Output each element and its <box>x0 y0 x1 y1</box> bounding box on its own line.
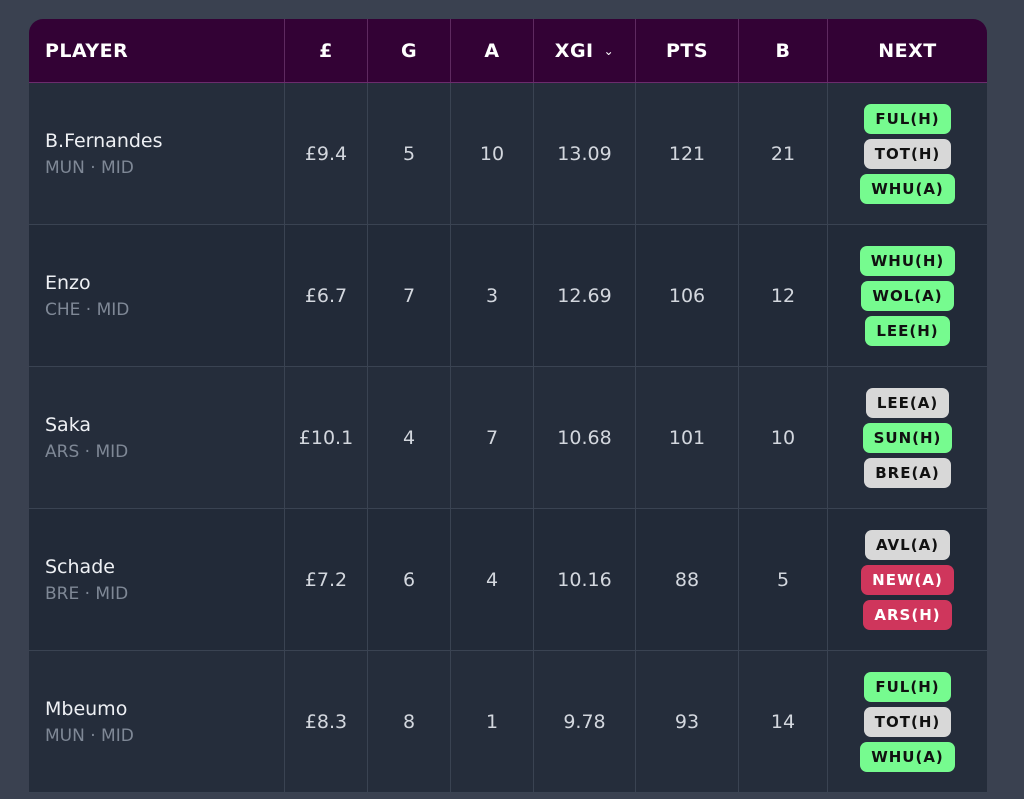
xgi-cell: 13.09 <box>533 83 635 224</box>
assists-cell: 10 <box>450 83 533 224</box>
xgi-cell: 10.68 <box>533 367 635 508</box>
table-header: PLAYER £ G A XGI ⌄ PTS B NEXT <box>29 19 987 83</box>
player-name[interactable]: Schade <box>45 555 115 578</box>
assists-cell: 1 <box>450 651 533 792</box>
player-team-position: MUN · MID <box>45 725 134 746</box>
column-header-bonus[interactable]: B <box>738 19 827 82</box>
player-team-position: ARS · MID <box>45 441 129 462</box>
player-cell: Mbeumo MUN · MID <box>29 651 284 792</box>
fixture-badge: AVL(A) <box>864 529 951 560</box>
goals-cell: 6 <box>367 509 450 650</box>
xgi-cell: 12.69 <box>533 225 635 366</box>
xgi-cell: 9.78 <box>533 651 635 792</box>
player-cell: Saka ARS · MID <box>29 367 284 508</box>
bonus-cell: 12 <box>738 225 827 366</box>
fixture-badge: ARS(H) <box>863 599 952 630</box>
next-fixtures-cell: LEE(A) SUN(H) BRE(A) <box>827 367 987 508</box>
column-header-goals[interactable]: G <box>367 19 450 82</box>
next-fixtures-cell: FUL(H) TOT(H) WHU(A) <box>827 83 987 224</box>
column-header-price[interactable]: £ <box>284 19 367 82</box>
points-cell: 88 <box>635 509 738 650</box>
assists-cell: 3 <box>450 225 533 366</box>
bonus-cell: 14 <box>738 651 827 792</box>
fixture-badge: WHU(A) <box>860 173 955 204</box>
column-label: G <box>400 39 418 62</box>
price-cell: £6.7 <box>284 225 367 366</box>
next-fixtures-cell: FUL(H) TOT(H) WHU(A) <box>827 651 987 792</box>
column-label: £ <box>319 39 333 62</box>
fixture-badge: LEE(H) <box>865 315 950 346</box>
price-cell: £7.2 <box>284 509 367 650</box>
player-cell: B.Fernandes MUN · MID <box>29 83 284 224</box>
player-name[interactable]: B.Fernandes <box>45 129 163 152</box>
fixture-badge: TOT(H) <box>863 138 952 169</box>
points-cell: 101 <box>635 367 738 508</box>
column-header-xgi[interactable]: XGI ⌄ <box>533 19 635 82</box>
table-row[interactable]: Enzo CHE · MID £6.7 7 3 12.69 106 12 WHU(H) WOL(… <box>29 225 987 367</box>
column-header-next[interactable]: NEXT <box>827 19 987 82</box>
goals-cell: 4 <box>367 367 450 508</box>
column-label: B <box>775 39 791 62</box>
points-cell: 93 <box>635 651 738 792</box>
column-header-player[interactable]: PLAYER <box>29 19 284 82</box>
player-cell: Enzo CHE · MID <box>29 225 284 366</box>
next-fixtures-cell: AVL(A) NEW(A) ARS(H) <box>827 509 987 650</box>
chevron-down-icon: ⌄ <box>603 43 615 58</box>
fixture-badge: LEE(A) <box>865 387 950 418</box>
goals-cell: 5 <box>367 83 450 224</box>
table-row[interactable]: B.Fernandes MUN · MID £9.4 5 10 13.09 121 21 FU… <box>29 83 987 225</box>
fixture-badge: FUL(H) <box>864 103 951 134</box>
assists-cell: 7 <box>450 367 533 508</box>
table-body: B.Fernandes MUN · MID £9.4 5 10 13.09 121 21 FU… <box>29 83 987 793</box>
column-label: PLAYER <box>45 39 129 62</box>
bonus-cell: 5 <box>738 509 827 650</box>
column-header-assists[interactable]: A <box>450 19 533 82</box>
column-label: XGI <box>554 39 594 62</box>
column-header-points[interactable]: PTS <box>635 19 738 82</box>
column-label: PTS <box>665 39 709 62</box>
player-name[interactable]: Enzo <box>45 271 91 294</box>
points-cell: 121 <box>635 83 738 224</box>
goals-cell: 8 <box>367 651 450 792</box>
player-team-position: MUN · MID <box>45 157 134 178</box>
bonus-cell: 10 <box>738 367 827 508</box>
fixture-badge: NEW(A) <box>861 564 954 595</box>
table-row[interactable]: Schade BRE · MID £7.2 6 4 10.16 88 5 AVL(A) NEW(… <box>29 509 987 651</box>
bonus-cell: 21 <box>738 83 827 224</box>
assists-cell: 4 <box>450 509 533 650</box>
fixture-badge: SUN(H) <box>862 422 953 453</box>
table-row[interactable]: Mbeumo MUN · MID £8.3 8 1 9.78 93 14 FUL(H) TOT(… <box>29 651 987 793</box>
column-label: A <box>484 39 500 62</box>
player-cell: Schade BRE · MID <box>29 509 284 650</box>
fixture-badge: WOL(A) <box>861 280 954 311</box>
fixture-badge: FUL(H) <box>864 671 951 702</box>
player-team-position: CHE · MID <box>45 299 130 320</box>
price-cell: £9.4 <box>284 83 367 224</box>
column-label: NEXT <box>878 39 937 62</box>
fixture-badge: WHU(A) <box>860 741 955 772</box>
fixture-badge: WHU(H) <box>859 245 956 276</box>
goals-cell: 7 <box>367 225 450 366</box>
player-team-position: BRE · MID <box>45 583 129 604</box>
player-stats-table: PLAYER £ G A XGI ⌄ PTS B NEXT B.Fernandes… <box>29 19 987 793</box>
fixture-badge: TOT(H) <box>863 706 952 737</box>
points-cell: 106 <box>635 225 738 366</box>
table-row[interactable]: Saka ARS · MID £10.1 4 7 10.68 101 10 LEE(A) SUN… <box>29 367 987 509</box>
price-cell: £8.3 <box>284 651 367 792</box>
player-name[interactable]: Saka <box>45 413 92 436</box>
player-name[interactable]: Mbeumo <box>45 697 128 720</box>
fixture-badge: BRE(A) <box>864 457 951 488</box>
xgi-cell: 10.16 <box>533 509 635 650</box>
next-fixtures-cell: WHU(H) WOL(A) LEE(H) <box>827 225 987 366</box>
price-cell: £10.1 <box>284 367 367 508</box>
